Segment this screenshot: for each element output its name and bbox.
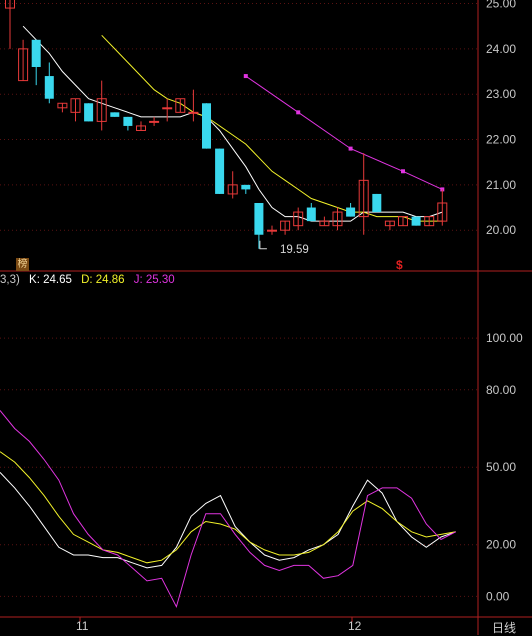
kdj-tick-label: 0.00: [486, 589, 510, 603]
candle-body-up: [162, 107, 173, 110]
candle-body-down: [254, 203, 264, 235]
ma-yellow-line: [101, 34, 443, 222]
candle-body-up: [280, 220, 291, 231]
candle-body-up: [5, 0, 15, 9]
candle-body-down: [31, 39, 41, 67]
candle-body-up: [384, 220, 395, 227]
price-tick-label: 24.00: [486, 42, 516, 56]
candle-body-up: [149, 120, 160, 123]
candle-body-up: [18, 48, 29, 82]
candle-body-up: [136, 125, 146, 131]
candle-body-down: [123, 116, 133, 126]
ma-magenta-line: [245, 75, 443, 190]
price-tick-label: 25.00: [486, 0, 516, 11]
price-tick-label: 22.00: [486, 133, 516, 147]
ma-magenta-marker: [243, 74, 248, 79]
d-value: D: 24.86: [81, 274, 125, 286]
candle-body-up: [437, 202, 448, 222]
price-tick-label: 20.00: [486, 223, 516, 237]
candle-body-up: [332, 211, 343, 227]
kdj-tick-label: 20.00: [486, 538, 516, 552]
candle-body-up: [358, 179, 369, 218]
candle-body-down: [215, 148, 225, 194]
kdj-k-line: [0, 472, 456, 569]
candle-body-up: [57, 102, 68, 109]
ma-magenta-marker: [401, 169, 405, 174]
kdj-tick-label: 100.00: [486, 331, 523, 345]
candle-body-down: [202, 103, 211, 149]
candle-body-down: [306, 207, 316, 222]
ma-white-line: [22, 25, 443, 222]
candle-body-up: [70, 98, 81, 113]
candle-body-down: [241, 184, 251, 190]
candle-body-up: [175, 98, 186, 113]
k-value: K: 24.65: [29, 274, 72, 286]
candle-body-up: [398, 216, 408, 227]
candle-body-up: [227, 184, 238, 195]
ma-magenta-marker: [348, 146, 353, 151]
candle-body-up: [188, 111, 199, 114]
candle-body-up: [293, 211, 304, 227]
dollar-flag-icon[interactable]: $: [396, 258, 403, 272]
kdj-tick-label: 80.00: [486, 383, 516, 397]
x-label-month-12: 12: [348, 619, 362, 633]
j-value: J: 25.30: [133, 274, 175, 286]
period-selector[interactable]: 日线: [492, 621, 517, 635]
candle-body-down: [84, 103, 94, 122]
ma-magenta-marker: [296, 110, 301, 115]
kdj-tick-label: 50.00: [486, 460, 516, 474]
price-tick-label: 23.00: [486, 87, 516, 101]
price-tick-label: 21.00: [486, 178, 516, 192]
kdj-params: 3,3): [0, 274, 20, 286]
candle-body-up: [319, 220, 330, 227]
candle-body-down: [346, 207, 356, 217]
candle-body-down: [44, 76, 54, 99]
low-marker-pointer: [259, 240, 267, 250]
candle-body-down: [411, 216, 421, 226]
kdj-indicator-header: 3,3) K: 24.65 D: 24.86 J: 25.30: [0, 274, 181, 286]
candle-body-down: [110, 112, 120, 117]
candle-body-down: [372, 193, 382, 213]
candle-body-up: [267, 229, 277, 232]
kdj-d-line: [0, 451, 456, 564]
lowest-price-label: 19.59: [280, 244, 309, 256]
x-label-month-11: 11: [76, 619, 89, 633]
candle-body-up: [424, 216, 435, 227]
ranking-badge-icon[interactable]: 榜: [16, 258, 29, 271]
kdj-j-line: [0, 410, 456, 609]
candle-body-up: [96, 98, 107, 122]
